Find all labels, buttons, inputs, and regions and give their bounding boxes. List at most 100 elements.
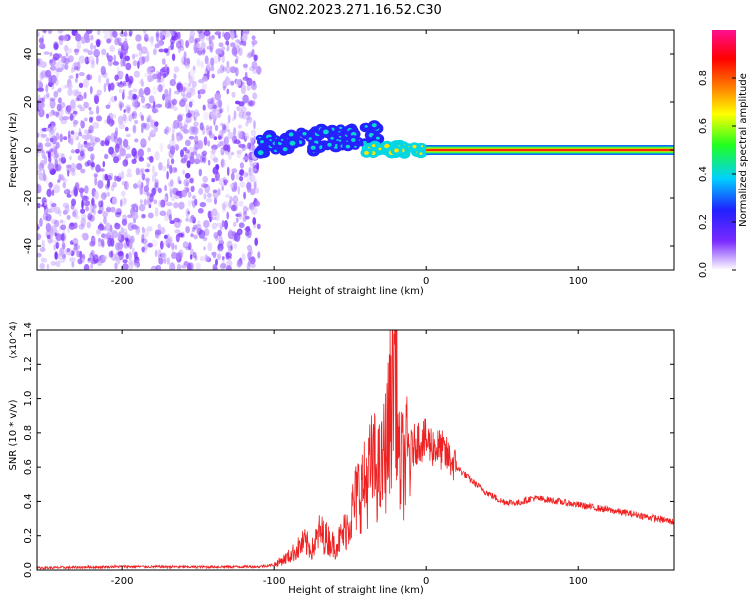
spectrogram-cell — [59, 115, 64, 121]
spectrogram-cell — [37, 169, 42, 176]
spectrogram-cell — [40, 70, 47, 79]
spectrogram-cell — [181, 264, 188, 269]
spectrogram-cell — [164, 234, 168, 240]
spectrogram-cell — [253, 54, 258, 62]
spectrogram-cell — [60, 157, 67, 164]
spectrogram-cell — [137, 184, 142, 189]
snr-exponent-label: (x10^4) — [9, 321, 19, 358]
spectrogram-cell — [120, 58, 124, 67]
spectrogram-cell — [232, 201, 239, 212]
spectrogram-cell — [252, 217, 256, 225]
spectrogram-cell — [130, 203, 137, 208]
spectrogram-cell — [109, 45, 115, 52]
spectrogram-blob-core — [345, 144, 351, 149]
spectrogram-cell — [90, 249, 95, 257]
spectrogram-cell — [39, 217, 43, 227]
spectrogram-cell — [248, 172, 252, 177]
spectrogram-cell — [195, 43, 201, 48]
spectrogram-cell — [51, 84, 55, 90]
spectrogram-cell — [171, 98, 178, 105]
spectrogram-cell — [134, 119, 139, 125]
spectrogram-cell — [195, 223, 202, 230]
spectrogram-cell — [205, 125, 210, 131]
spectrogram-cell — [140, 138, 147, 148]
spectrogram-cell — [213, 157, 219, 163]
spectrogram-cell — [133, 151, 138, 161]
spectrogram-cell — [202, 183, 209, 188]
spectrogram-cell — [183, 58, 190, 67]
spectrogram-cell — [243, 191, 247, 200]
spectrogram-cell — [211, 222, 218, 230]
spectrogram-cell — [102, 74, 107, 79]
spectrogram-cell — [95, 164, 101, 173]
spectrogram-cell — [174, 221, 181, 229]
spectrogram-cell — [165, 126, 171, 133]
spectrogram-cell — [251, 206, 258, 215]
spectrogram-cell — [61, 219, 67, 230]
spectrogram-cell — [78, 82, 84, 89]
spectrogram-cell — [172, 119, 180, 129]
spectrogram-cell — [166, 158, 170, 168]
spectrogram-cell — [119, 147, 126, 157]
spectrogram-cell — [116, 65, 120, 74]
spectrogram-cell — [218, 178, 226, 186]
spectrogram-cell — [213, 55, 219, 64]
spectrogram-cell — [226, 121, 229, 132]
spectrogram-cell — [144, 168, 150, 173]
spectrogram-cell — [90, 199, 94, 205]
spectrogram-cell — [221, 66, 227, 72]
spectrogram-cell — [119, 31, 126, 37]
spectrogram-cell — [141, 233, 145, 243]
spectrogram-cell — [81, 222, 84, 229]
spectrogram-cell — [93, 93, 100, 100]
spectrogram-cell — [180, 157, 187, 164]
spectrogram-cell — [149, 194, 154, 203]
spectrogram-cell — [146, 163, 151, 168]
spectrogram-cell — [114, 37, 120, 46]
spectrogram-cell — [175, 233, 180, 243]
spectrogram-cell — [172, 125, 175, 134]
spectrogram-cell — [132, 203, 139, 213]
spectrogram-cell — [53, 146, 58, 155]
spectrogram-cell — [234, 59, 239, 64]
spectrogram-cell — [125, 73, 129, 83]
spectrogram-cell — [134, 138, 139, 143]
spectrogram-cell — [235, 39, 241, 43]
spectrogram-cell — [117, 115, 124, 125]
spectrogram-cell — [227, 129, 231, 133]
spectrogram-cell — [86, 30, 93, 34]
spectrogram-cell — [55, 233, 62, 242]
spectrogram-cell — [169, 145, 176, 155]
spectrogram-cell — [212, 189, 218, 194]
spectrogram-cell — [187, 263, 192, 270]
spectrogram-cell — [207, 100, 214, 110]
spectrogram-cell — [128, 75, 134, 85]
spectrogram-blob-core — [364, 125, 368, 128]
spectrogram-y-tick-label: 20 — [23, 96, 34, 109]
spectrogram-cell — [245, 215, 250, 220]
spectrogram-cell — [155, 30, 160, 38]
spectrogram-cell — [44, 201, 47, 206]
spectrogram-cell — [51, 69, 57, 74]
spectrogram-cell — [242, 32, 248, 42]
spectrogram-cell — [131, 100, 138, 108]
colorbar-gradient — [712, 30, 736, 270]
spectrogram-cell — [87, 146, 94, 152]
spectrogram-cell — [226, 166, 230, 176]
spectrogram-steady-band — [426, 149, 674, 151]
spectrogram-cell — [190, 151, 195, 158]
spectrogram-cell — [84, 36, 91, 43]
spectrogram-blob-core — [338, 135, 342, 138]
spectrogram-cell — [207, 98, 214, 105]
spectrogram-cell — [178, 201, 185, 210]
spectrogram-cell — [37, 153, 40, 157]
spectrogram-cell — [70, 67, 74, 74]
spectrogram-cell — [203, 30, 211, 37]
spectrogram-cell — [134, 251, 138, 260]
spectrogram-cell — [203, 220, 210, 228]
spectrogram-cell — [212, 252, 217, 259]
spectrogram-x-tick-label: 100 — [569, 276, 588, 287]
spectrogram-cell — [161, 30, 167, 35]
spectrogram-cell — [85, 206, 89, 212]
spectrogram-cell — [38, 37, 44, 44]
